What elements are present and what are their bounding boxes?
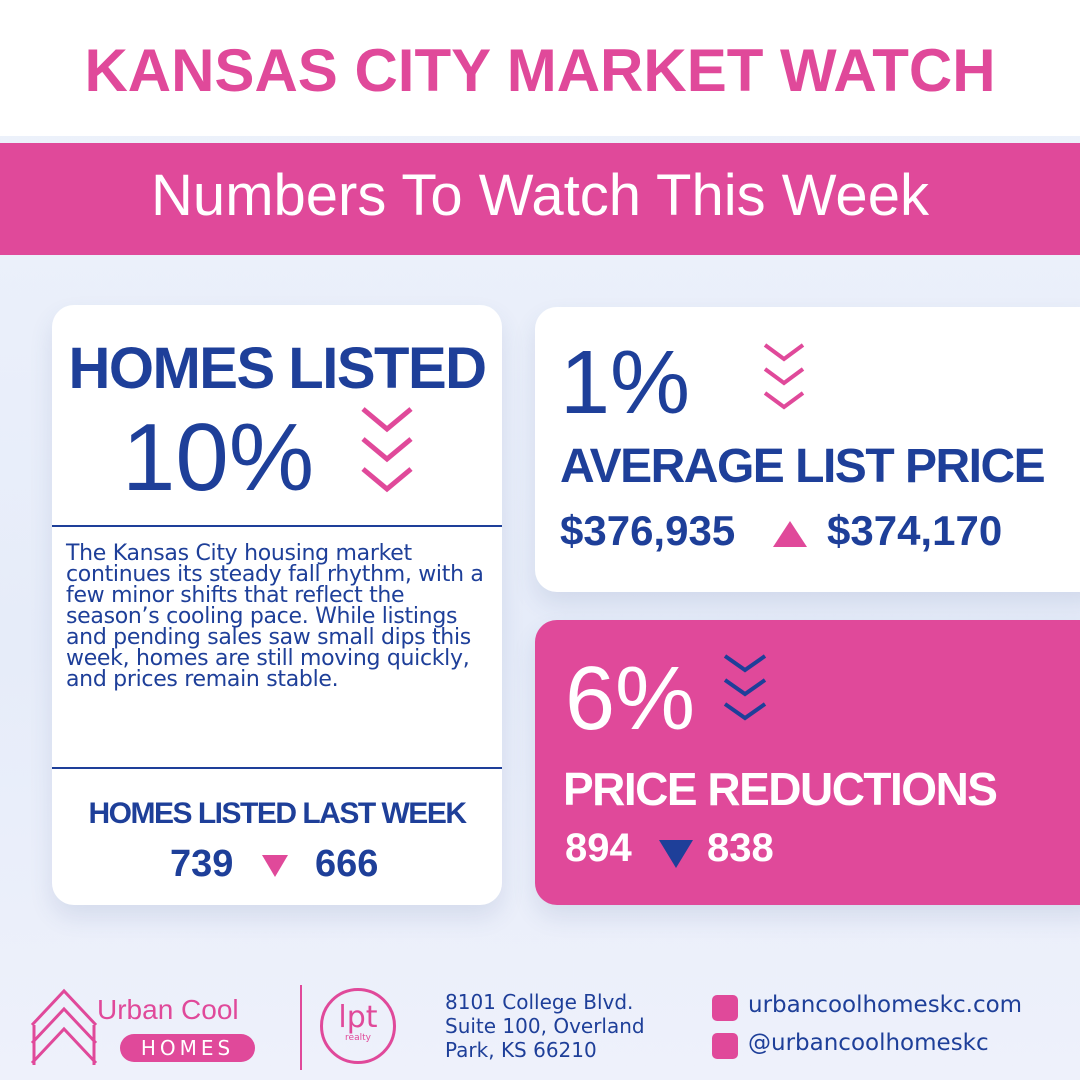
down-chevrons [763, 343, 805, 410]
down-chevrons [361, 407, 413, 493]
subtitle-band [0, 143, 1080, 255]
title: KANSAS CITY MARKET WATCH [84, 37, 996, 104]
change-value: 6% [565, 649, 696, 749]
footer-divider [300, 985, 302, 1070]
description: The Kansas City housing market continues… [66, 541, 484, 692]
current-value: 838 [707, 826, 774, 870]
address: 8101 College Blvd. Suite 100, Overland P… [445, 990, 645, 1062]
card-label: AVERAGE LIST PRICE [560, 440, 1046, 493]
card-label: PRICE REDUCTIONS [563, 763, 998, 815]
social-icon [712, 1033, 738, 1059]
price-reductions-card: 6% PRICE REDUCTIONS 894 838 [535, 620, 1080, 905]
partner-sub: realty [345, 1033, 371, 1043]
address-line: Suite 100, Overland [445, 1014, 645, 1038]
previous-value: 894 [565, 826, 632, 870]
address-line: 8101 College Blvd. [445, 990, 634, 1014]
brand-name: Urban Cool [97, 994, 239, 1025]
subtitle: Numbers To Watch This Week [151, 163, 929, 228]
website[interactable]: urbancoolhomeskc.com [748, 992, 1023, 1018]
header-band [0, 0, 1080, 136]
web-icon [712, 995, 738, 1021]
up-triangle [773, 521, 807, 547]
partner-logo: lpt realty [320, 988, 396, 1064]
current-value: 666 [315, 843, 379, 885]
previous-value: $376,935 [560, 507, 736, 554]
change-value: 10% [122, 404, 315, 511]
social-handle[interactable]: @urbancoolhomeskc [748, 1030, 989, 1056]
previous-value: 739 [170, 843, 234, 885]
current-value: $374,170 [827, 507, 1003, 554]
change-value: 1% [560, 333, 691, 433]
average-list-price-card: 1% AVERAGE LIST PRICE $376,935 $374,170 [535, 307, 1080, 592]
brand-sub: HOMES [120, 1034, 255, 1062]
down-triangle [262, 855, 288, 877]
divider [52, 767, 502, 769]
address-line: Park, KS 66210 [445, 1038, 597, 1062]
divider [52, 525, 502, 527]
down-triangle [659, 840, 693, 868]
logo-icon [30, 988, 98, 1065]
partner-name: lpt [338, 1000, 378, 1035]
down-chevrons [723, 654, 767, 721]
homes-listed-card: HOMES LISTED 10% The Kansas City housing… [52, 305, 502, 905]
card-title: HOMES LISTED [68, 336, 487, 401]
footer-label: HOMES LISTED LAST WEEK [88, 797, 467, 830]
